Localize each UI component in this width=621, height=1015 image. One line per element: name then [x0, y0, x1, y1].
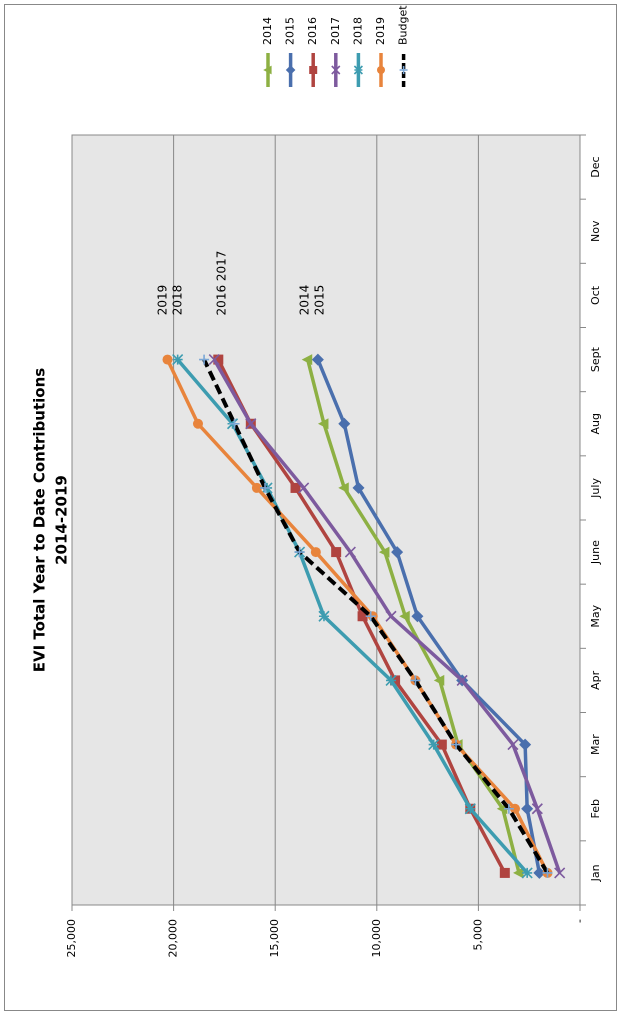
legend-marker [353, 65, 363, 75]
data-point [554, 867, 566, 879]
x-tick-label: Oct [589, 285, 602, 305]
data-point [338, 417, 351, 430]
data-point [451, 739, 462, 750]
y-tick-label: 15,000 [268, 919, 281, 958]
data-point [410, 675, 421, 686]
x-tick-label: Mar [589, 734, 602, 755]
x-tick-label: Feb [589, 799, 602, 818]
data-point [229, 418, 240, 429]
series-line [202, 358, 550, 874]
data-point [513, 867, 524, 879]
data-point [298, 482, 310, 494]
data-point [436, 739, 447, 750]
data-point [192, 418, 203, 429]
annotation: 2014 [298, 285, 312, 316]
data-point [499, 867, 510, 878]
data-point [521, 867, 533, 879]
legend-label: 2016 [306, 17, 319, 45]
chart-title: EVI Total Year to Date Contributions [31, 368, 49, 673]
legend-marker [263, 65, 272, 75]
x-tick-label: Nov [589, 220, 602, 242]
data-point [245, 418, 257, 430]
data-point [542, 867, 553, 878]
data-point [317, 418, 329, 430]
data-point [331, 547, 342, 558]
x-tick-label: Sept [589, 346, 602, 372]
data-point [399, 610, 410, 622]
data-point [208, 354, 220, 366]
data-point [428, 739, 440, 751]
chart-subtitle: 2014-2019 [53, 475, 71, 565]
legend-label: Budget [397, 5, 410, 45]
legend-label: 2014 [261, 17, 274, 45]
data-point [385, 610, 397, 622]
data-point [507, 739, 519, 751]
data-point [251, 482, 262, 493]
data-point [318, 610, 330, 622]
data-point [456, 674, 468, 686]
annotation: 2016 2017 [215, 251, 229, 316]
data-point [531, 803, 543, 815]
data-point [311, 353, 324, 366]
legend-marker [377, 66, 385, 74]
y-tick-label: - [573, 919, 586, 923]
data-point [519, 738, 532, 751]
rotated-chart: EVI Total Year to Date Contributions 201… [31, 5, 603, 958]
y-tick-label: 5,000 [471, 919, 484, 951]
x-tick-label: Jan [589, 864, 602, 882]
data-point [411, 610, 424, 623]
legend-marker [309, 66, 318, 74]
annotation: 2015 [313, 285, 327, 316]
data-point [301, 354, 313, 366]
y-tick-label: 10,000 [370, 919, 383, 958]
data-point [433, 674, 445, 686]
y-tick-label: 25,000 [65, 919, 78, 958]
legend-marker [399, 66, 408, 74]
data-point [290, 482, 301, 493]
legend-label: 2018 [351, 17, 364, 45]
data-point [199, 354, 210, 365]
data-point [503, 803, 514, 814]
legend-label: 2017 [329, 17, 342, 45]
data-point [294, 547, 305, 558]
data-point [521, 802, 534, 815]
x-tick-label: May [589, 604, 602, 627]
legend-marker [285, 65, 296, 75]
legend-marker [331, 65, 341, 75]
annotation: 2018 [171, 285, 185, 316]
data-point [533, 866, 546, 879]
data-point [391, 546, 404, 559]
data-point [172, 354, 184, 366]
legend-label: 2019 [374, 17, 387, 45]
y-tick-label: 20,000 [167, 919, 180, 958]
x-tick-label: Apr [589, 670, 602, 690]
data-point [378, 546, 390, 558]
data-point [344, 546, 356, 558]
data-point [162, 354, 173, 365]
data-point [509, 803, 520, 814]
data-point [338, 482, 349, 494]
data-point [464, 803, 476, 815]
data-point [310, 547, 321, 558]
data-point [385, 674, 397, 686]
data-point [352, 481, 365, 494]
x-tick-label: July [589, 478, 602, 499]
data-point [365, 611, 376, 622]
x-tick-label: Dec [589, 156, 602, 177]
x-tick-label: June [589, 540, 602, 565]
annotation: 2019 [156, 285, 170, 316]
data-point [260, 482, 271, 493]
x-tick-label: Aug [589, 413, 602, 434]
legend-label: 2015 [284, 17, 297, 45]
